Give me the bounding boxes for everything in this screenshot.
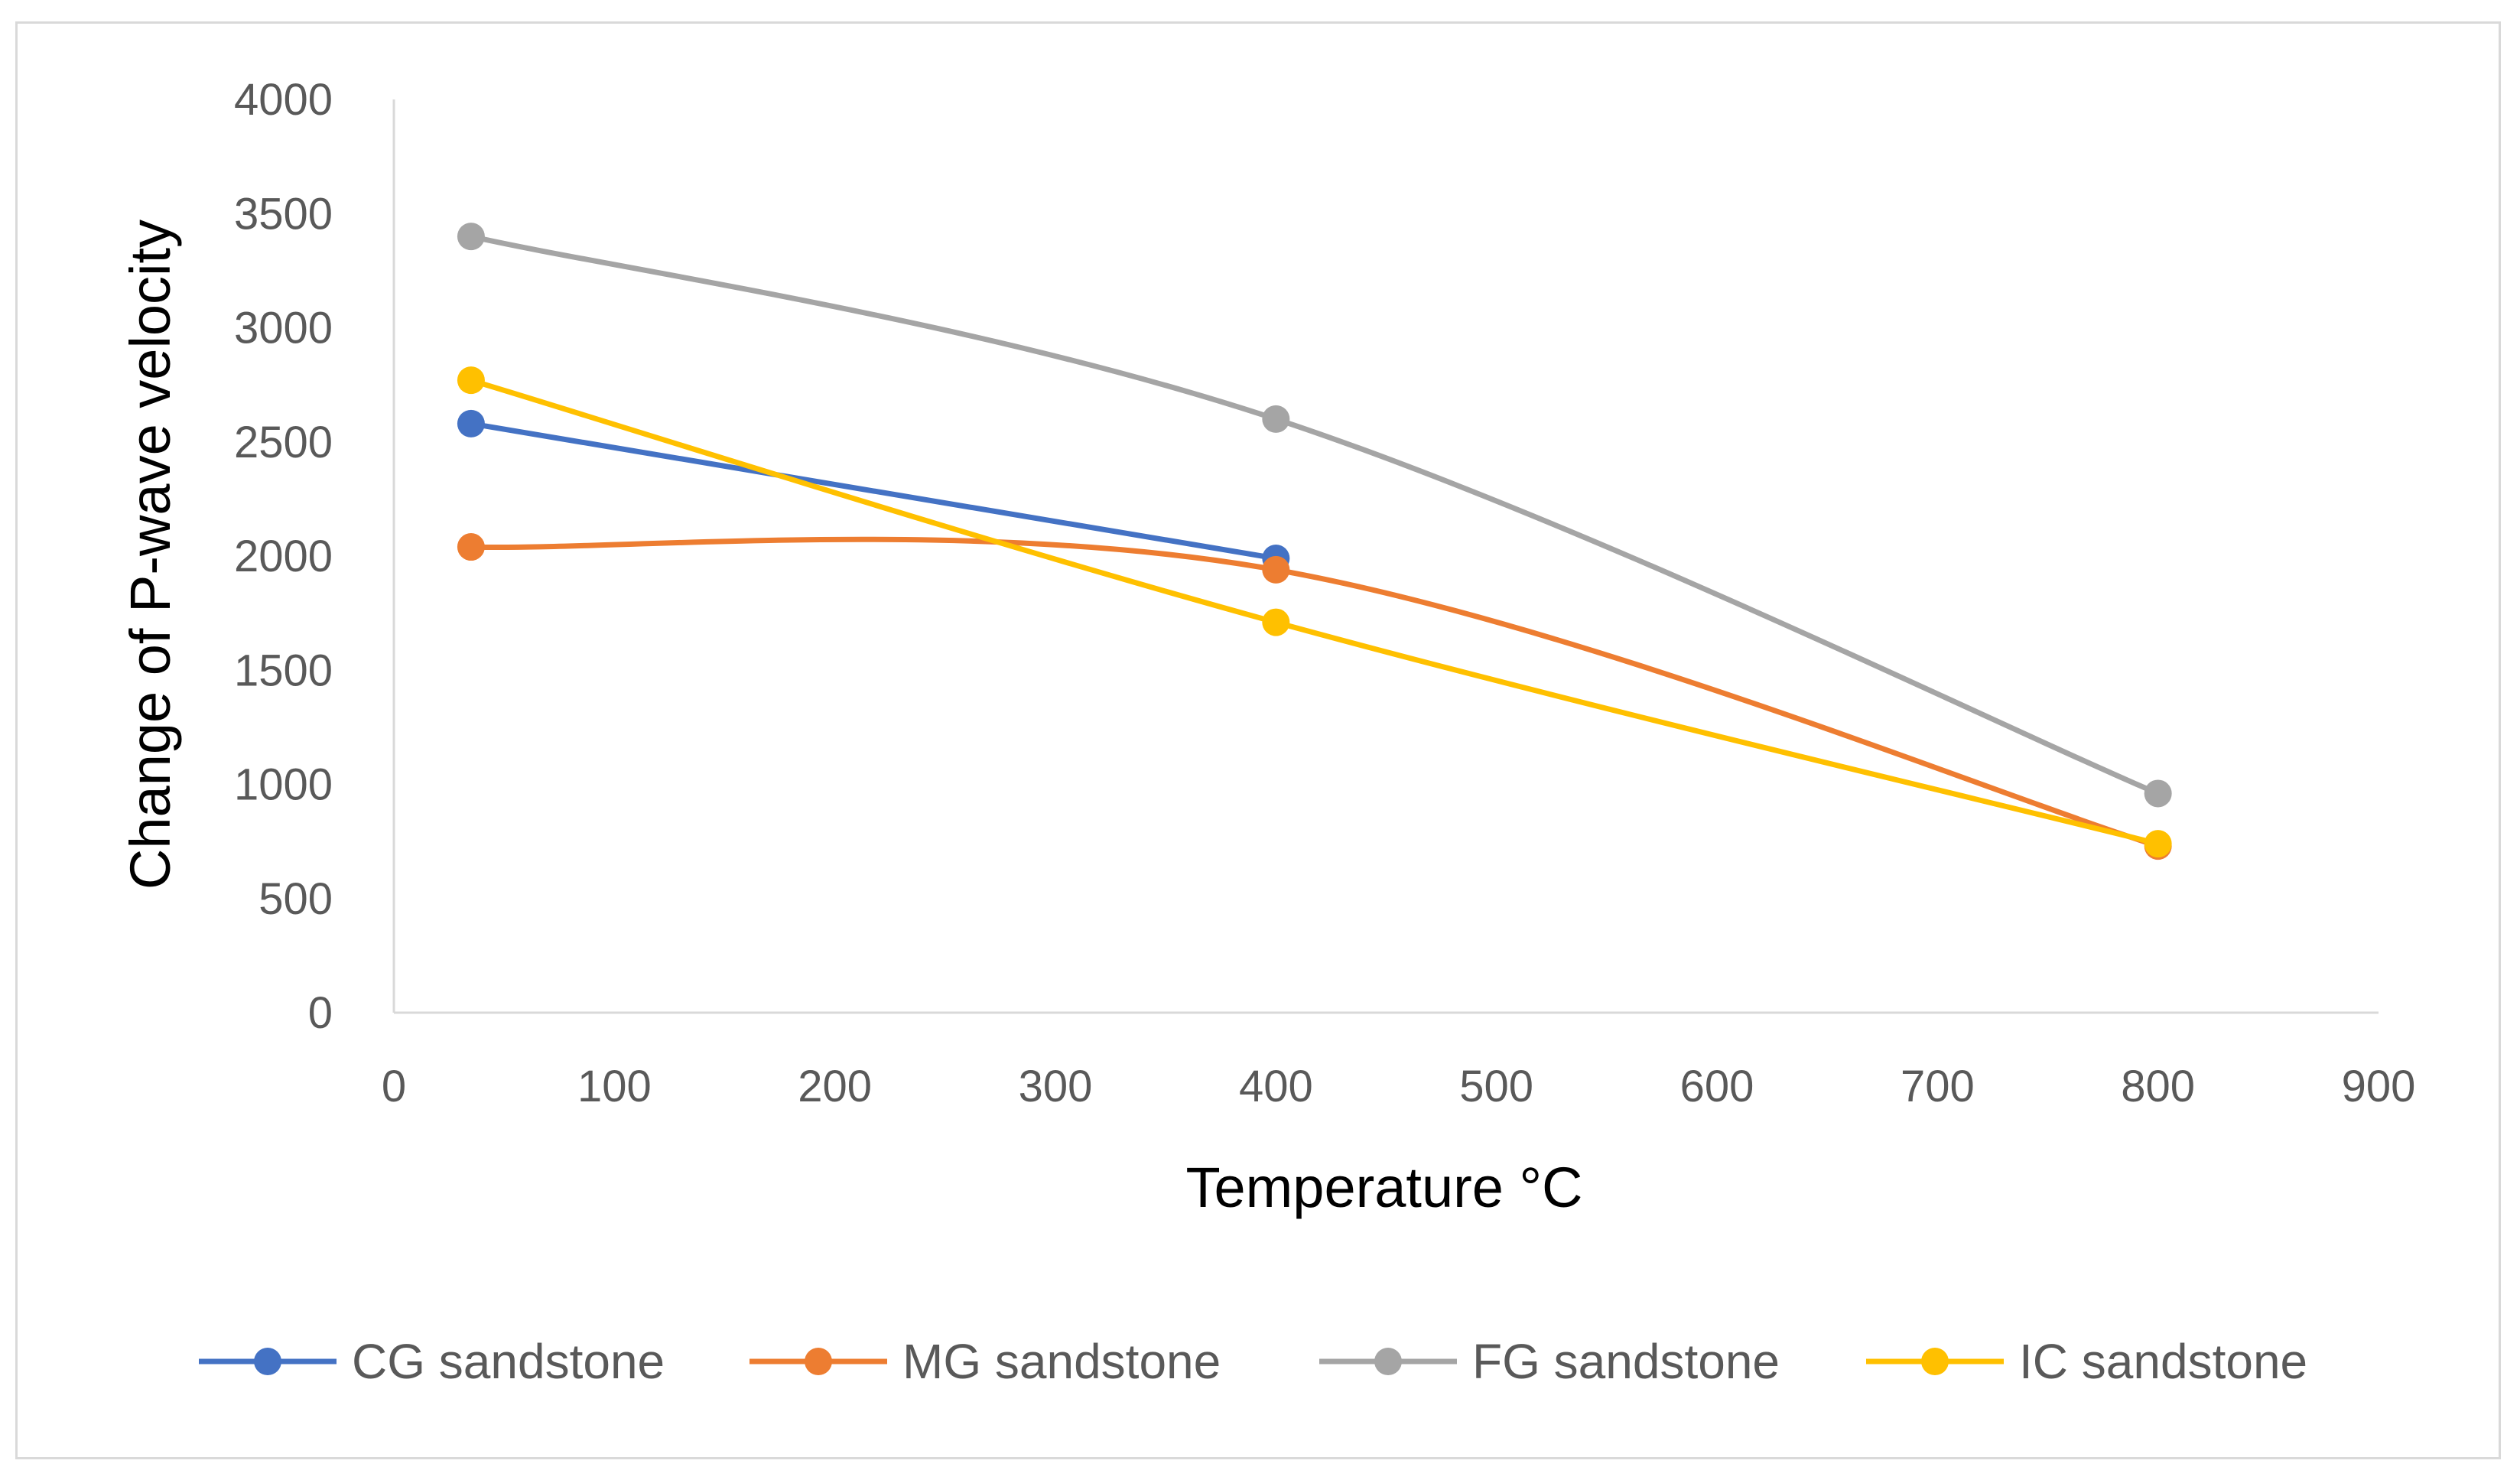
- data-point-fg-sandstone: [1262, 405, 1290, 433]
- y-tick-label: 500: [259, 874, 333, 924]
- x-tick-label: 300: [1019, 1062, 1093, 1111]
- data-point-ic-sandstone: [457, 366, 485, 395]
- legend-marker-cg-sandstone: [254, 1348, 281, 1375]
- series-line-cg-sandstone: [468, 421, 1279, 561]
- legend-label-mg-sandstone: MG sandstone: [902, 1334, 1221, 1389]
- legend-marker-ic-sandstone: [1921, 1348, 1949, 1375]
- data-point-mg-sandstone: [1262, 555, 1290, 584]
- y-tick-label: 1500: [234, 646, 333, 695]
- data-point-cg-sandstone: [457, 409, 485, 437]
- x-tick-label: 600: [1680, 1062, 1754, 1111]
- series-line-fg-sandstone: [468, 233, 2161, 796]
- x-tick-label: 200: [798, 1062, 872, 1111]
- data-point-ic-sandstone: [2144, 830, 2172, 858]
- y-tick-label: 2500: [234, 418, 333, 467]
- y-tick-label: 0: [308, 988, 333, 1038]
- x-tick-label: 500: [1459, 1062, 1533, 1111]
- y-tick-label: 4000: [234, 75, 333, 125]
- x-tick-label: 400: [1239, 1062, 1313, 1111]
- data-point-fg-sandstone: [2144, 779, 2172, 808]
- data-point-mg-sandstone: [457, 533, 485, 561]
- series-line-mg-sandstone: [468, 536, 2161, 849]
- legend-label-fg-sandstone: FG sandstone: [1472, 1334, 1780, 1389]
- legend-marker-fg-sandstone: [1374, 1348, 1402, 1375]
- legend-marker-mg-sandstone: [805, 1348, 832, 1375]
- y-tick-label: 3500: [234, 189, 333, 239]
- x-tick-label: 800: [2121, 1062, 2195, 1111]
- legend-label-ic-sandstone: IC sandstone: [2019, 1334, 2307, 1389]
- x-tick-label: 700: [1901, 1062, 1975, 1111]
- legend-label-cg-sandstone: CG sandstone: [352, 1334, 665, 1389]
- x-tick-label: 100: [577, 1062, 652, 1111]
- chart-frame: [15, 21, 2501, 1459]
- data-point-fg-sandstone: [457, 223, 485, 251]
- series-line-ic-sandstone: [468, 377, 2161, 847]
- legend: CG sandstone MG sandstone FG sandstone IC s…: [199, 1334, 2307, 1389]
- y-tick-label: 2000: [234, 532, 333, 581]
- y-tick-label: 1000: [234, 760, 333, 810]
- data-point-ic-sandstone: [1262, 608, 1290, 636]
- x-tick-label: 0: [382, 1062, 406, 1111]
- y-axis-title: Change of P-wave velocity: [119, 220, 182, 890]
- y-tick-label: 3000: [234, 304, 333, 353]
- x-tick-label: 900: [2342, 1062, 2416, 1111]
- x-axis-title: Temperature °C: [1185, 1156, 1582, 1219]
